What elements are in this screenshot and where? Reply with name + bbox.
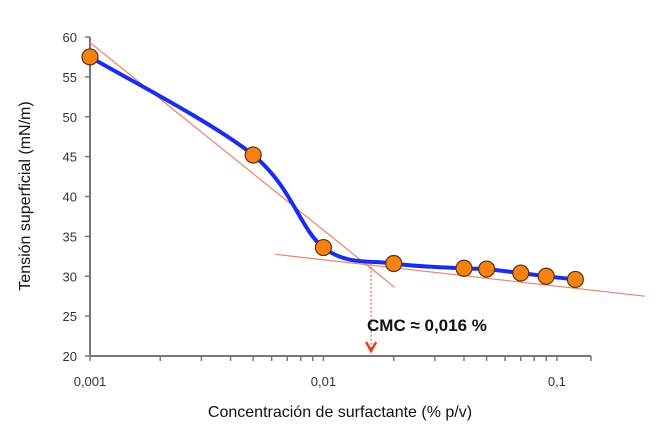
x-tick-label: 0,001 bbox=[74, 374, 107, 389]
data-point bbox=[385, 254, 403, 273]
y-tick-label: 60 bbox=[63, 30, 77, 45]
y-tick-label: 55 bbox=[63, 70, 77, 85]
data-point bbox=[478, 260, 496, 278]
data-points bbox=[81, 48, 584, 289]
y-tick-label: 50 bbox=[63, 110, 77, 125]
tangent-lines bbox=[89, 42, 645, 297]
y-tick-label: 25 bbox=[63, 309, 77, 324]
data-point bbox=[81, 48, 99, 66]
data-point bbox=[244, 146, 262, 164]
x-tick-label: 0,01 bbox=[311, 374, 336, 389]
data-point bbox=[537, 267, 555, 285]
data-point bbox=[314, 238, 333, 257]
data-point bbox=[455, 259, 473, 277]
series-line bbox=[88, 54, 578, 282]
cmc-annotation bbox=[365, 262, 378, 354]
y-tick-label: 40 bbox=[63, 190, 77, 205]
cmc-label: CMC ≈ 0,016 % bbox=[367, 316, 487, 335]
x-tick-label: 0,1 bbox=[548, 374, 566, 389]
axes: 20 25 30 35 40 45 50 55 60 0,001 0,01 0,1 bbox=[63, 30, 592, 389]
y-tick-label: 45 bbox=[63, 150, 77, 165]
y-tick-label: 20 bbox=[63, 349, 77, 364]
tangent-line bbox=[89, 42, 396, 288]
x-axis-label: Concentración de surfactante (% p/v) bbox=[208, 404, 472, 421]
data-point bbox=[566, 270, 584, 289]
data-point bbox=[512, 264, 530, 282]
arrow-down-icon bbox=[365, 341, 378, 354]
y-tick-label: 35 bbox=[63, 229, 77, 244]
y-tick-label: 30 bbox=[63, 269, 77, 284]
y-axis-label: Tensión superficial (mN/m) bbox=[17, 101, 34, 290]
